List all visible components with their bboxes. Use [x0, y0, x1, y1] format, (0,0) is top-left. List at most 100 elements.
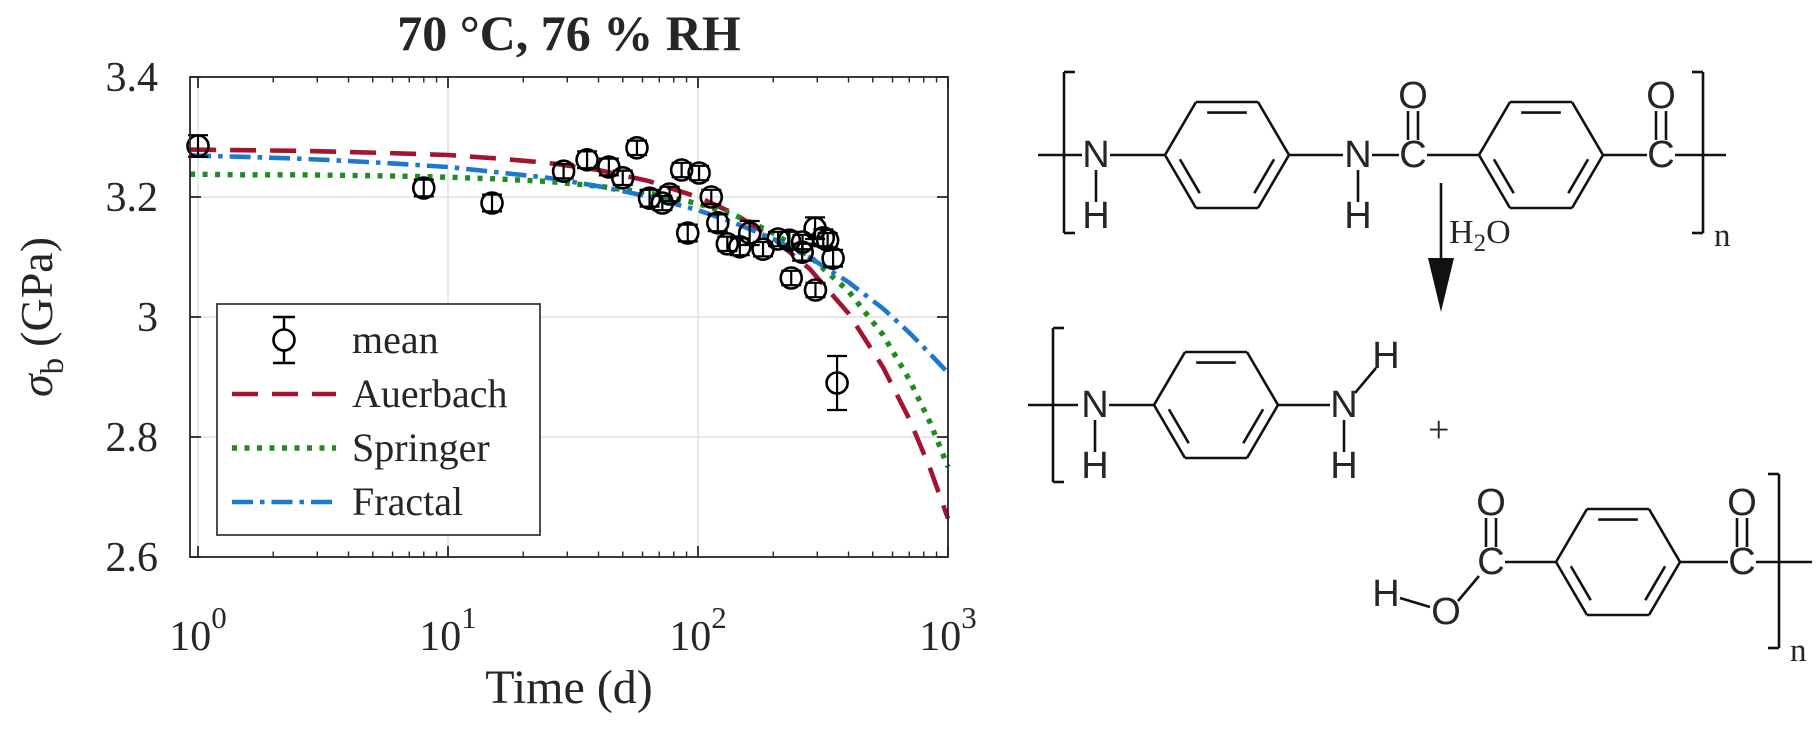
- auerbach-curve: [190, 147, 951, 520]
- atom-H: H: [1082, 195, 1109, 237]
- mean-marker: [699, 185, 724, 209]
- data-point: [705, 211, 730, 235]
- legend-box: [216, 303, 541, 536]
- atom-O: O: [1646, 75, 1676, 117]
- mean-marker: [777, 228, 802, 252]
- atom-C: C: [1647, 134, 1674, 176]
- legend-samples: [232, 315, 336, 505]
- ring-bond: [1570, 154, 1605, 209]
- x-tick-label: 100: [169, 600, 227, 660]
- mean-marker: [687, 161, 711, 185]
- data-point: [675, 221, 700, 245]
- ring-bond: [1256, 101, 1291, 156]
- y-tick-label: 3: [137, 295, 158, 341]
- ring-bond: [1554, 508, 1589, 563]
- ring-double-bond: [1567, 158, 1590, 194]
- x-tick-labels: 100 101 102 103: [169, 600, 977, 660]
- mean-marker: [821, 246, 845, 271]
- data-point: [737, 219, 762, 247]
- plus-sign: +: [1428, 409, 1449, 451]
- ring-bond: [1647, 561, 1682, 616]
- atom-O: O: [1476, 482, 1506, 524]
- ring-bond: [1245, 404, 1280, 459]
- ring-bond: [1554, 561, 1589, 616]
- water-label: H2O: [1449, 214, 1511, 257]
- y-tick-labels: 3.4 3.2 3 2.8 2.6: [106, 55, 159, 581]
- x-axis-label: Time (d): [485, 661, 653, 714]
- legend: mean Auerbach Springer Fractal: [216, 303, 541, 536]
- mean-marker: [675, 221, 700, 245]
- bond: [1399, 596, 1431, 609]
- y-tick-label: 2.6: [106, 535, 159, 581]
- data-point: [803, 216, 827, 241]
- mean-marker: [551, 159, 576, 183]
- legend-labels: mean Auerbach Springer Fractal: [352, 317, 507, 524]
- ring-double-bond: [1167, 408, 1190, 444]
- legend-label-fractal: Fractal: [352, 479, 463, 524]
- ring-bond: [1647, 508, 1682, 563]
- ring-bond: [1477, 101, 1512, 156]
- atom-C: C: [1728, 541, 1755, 583]
- arrow-head: [1428, 258, 1454, 312]
- data-point: [637, 186, 662, 210]
- ring-double-bond: [1569, 565, 1592, 601]
- mean-marker: [625, 136, 649, 160]
- data-point: [803, 278, 828, 302]
- mean-marker: [411, 176, 436, 200]
- x-tick-label: 103: [919, 600, 977, 660]
- mean-marker: [186, 134, 210, 158]
- data-point: [186, 134, 210, 158]
- atom-O: O: [1431, 591, 1461, 633]
- mean-marker: [715, 232, 740, 256]
- ring-double-bond: [1492, 158, 1515, 194]
- mean-marker: [657, 182, 682, 206]
- mean-marker: [737, 221, 762, 245]
- y-tick-label: 2.8: [106, 415, 159, 461]
- atom-H: H: [1372, 335, 1399, 377]
- legend-label-mean: mean: [352, 317, 439, 362]
- data-point: [657, 182, 682, 206]
- legend-label-springer: Springer: [352, 425, 490, 470]
- data-point: [480, 191, 504, 215]
- repeat-subscript-top: n: [1714, 218, 1731, 254]
- ring-bond: [1256, 154, 1291, 209]
- bond: [1354, 367, 1377, 394]
- fit-curves: [190, 147, 951, 520]
- ring-bond: [1477, 154, 1512, 209]
- atom-N: N: [1082, 134, 1109, 176]
- ring-bond: [1163, 154, 1198, 209]
- mean-marker: [779, 266, 804, 290]
- data-point: [551, 159, 576, 183]
- mean-marker: [803, 278, 828, 302]
- atom-N: N: [1344, 134, 1371, 176]
- ring-double-bond: [1178, 158, 1201, 194]
- plot-title: 70 °C, 76 % RH: [397, 5, 741, 61]
- mean-marker: [480, 191, 504, 215]
- data-point: [790, 230, 815, 254]
- axis-ticks: [190, 76, 949, 558]
- mean-marker: [575, 148, 599, 172]
- data-point: [825, 354, 849, 412]
- mean-marker: [669, 158, 694, 182]
- y-tick-label: 3.2: [106, 175, 159, 221]
- atom-H: H: [1081, 445, 1108, 487]
- ring-bond: [1163, 101, 1198, 156]
- data-point: [687, 161, 711, 185]
- springer-curve: [190, 171, 951, 469]
- data-points: [186, 134, 849, 412]
- fractal-curve: [190, 153, 950, 375]
- atom-O: O: [1727, 482, 1757, 524]
- ring-bond: [1245, 351, 1280, 406]
- y-axis-label: σb(GPa): [11, 237, 71, 397]
- ring-double-bond: [1242, 408, 1265, 444]
- repeat-subscript-bottom: n: [1790, 633, 1807, 669]
- atom-N: N: [1081, 384, 1108, 426]
- mean-marker: [705, 211, 730, 235]
- data-point: [625, 136, 649, 160]
- x-tick-label: 101: [419, 600, 477, 660]
- data-point: [575, 148, 599, 172]
- atom-C: C: [1477, 541, 1504, 583]
- data-point: [597, 155, 621, 179]
